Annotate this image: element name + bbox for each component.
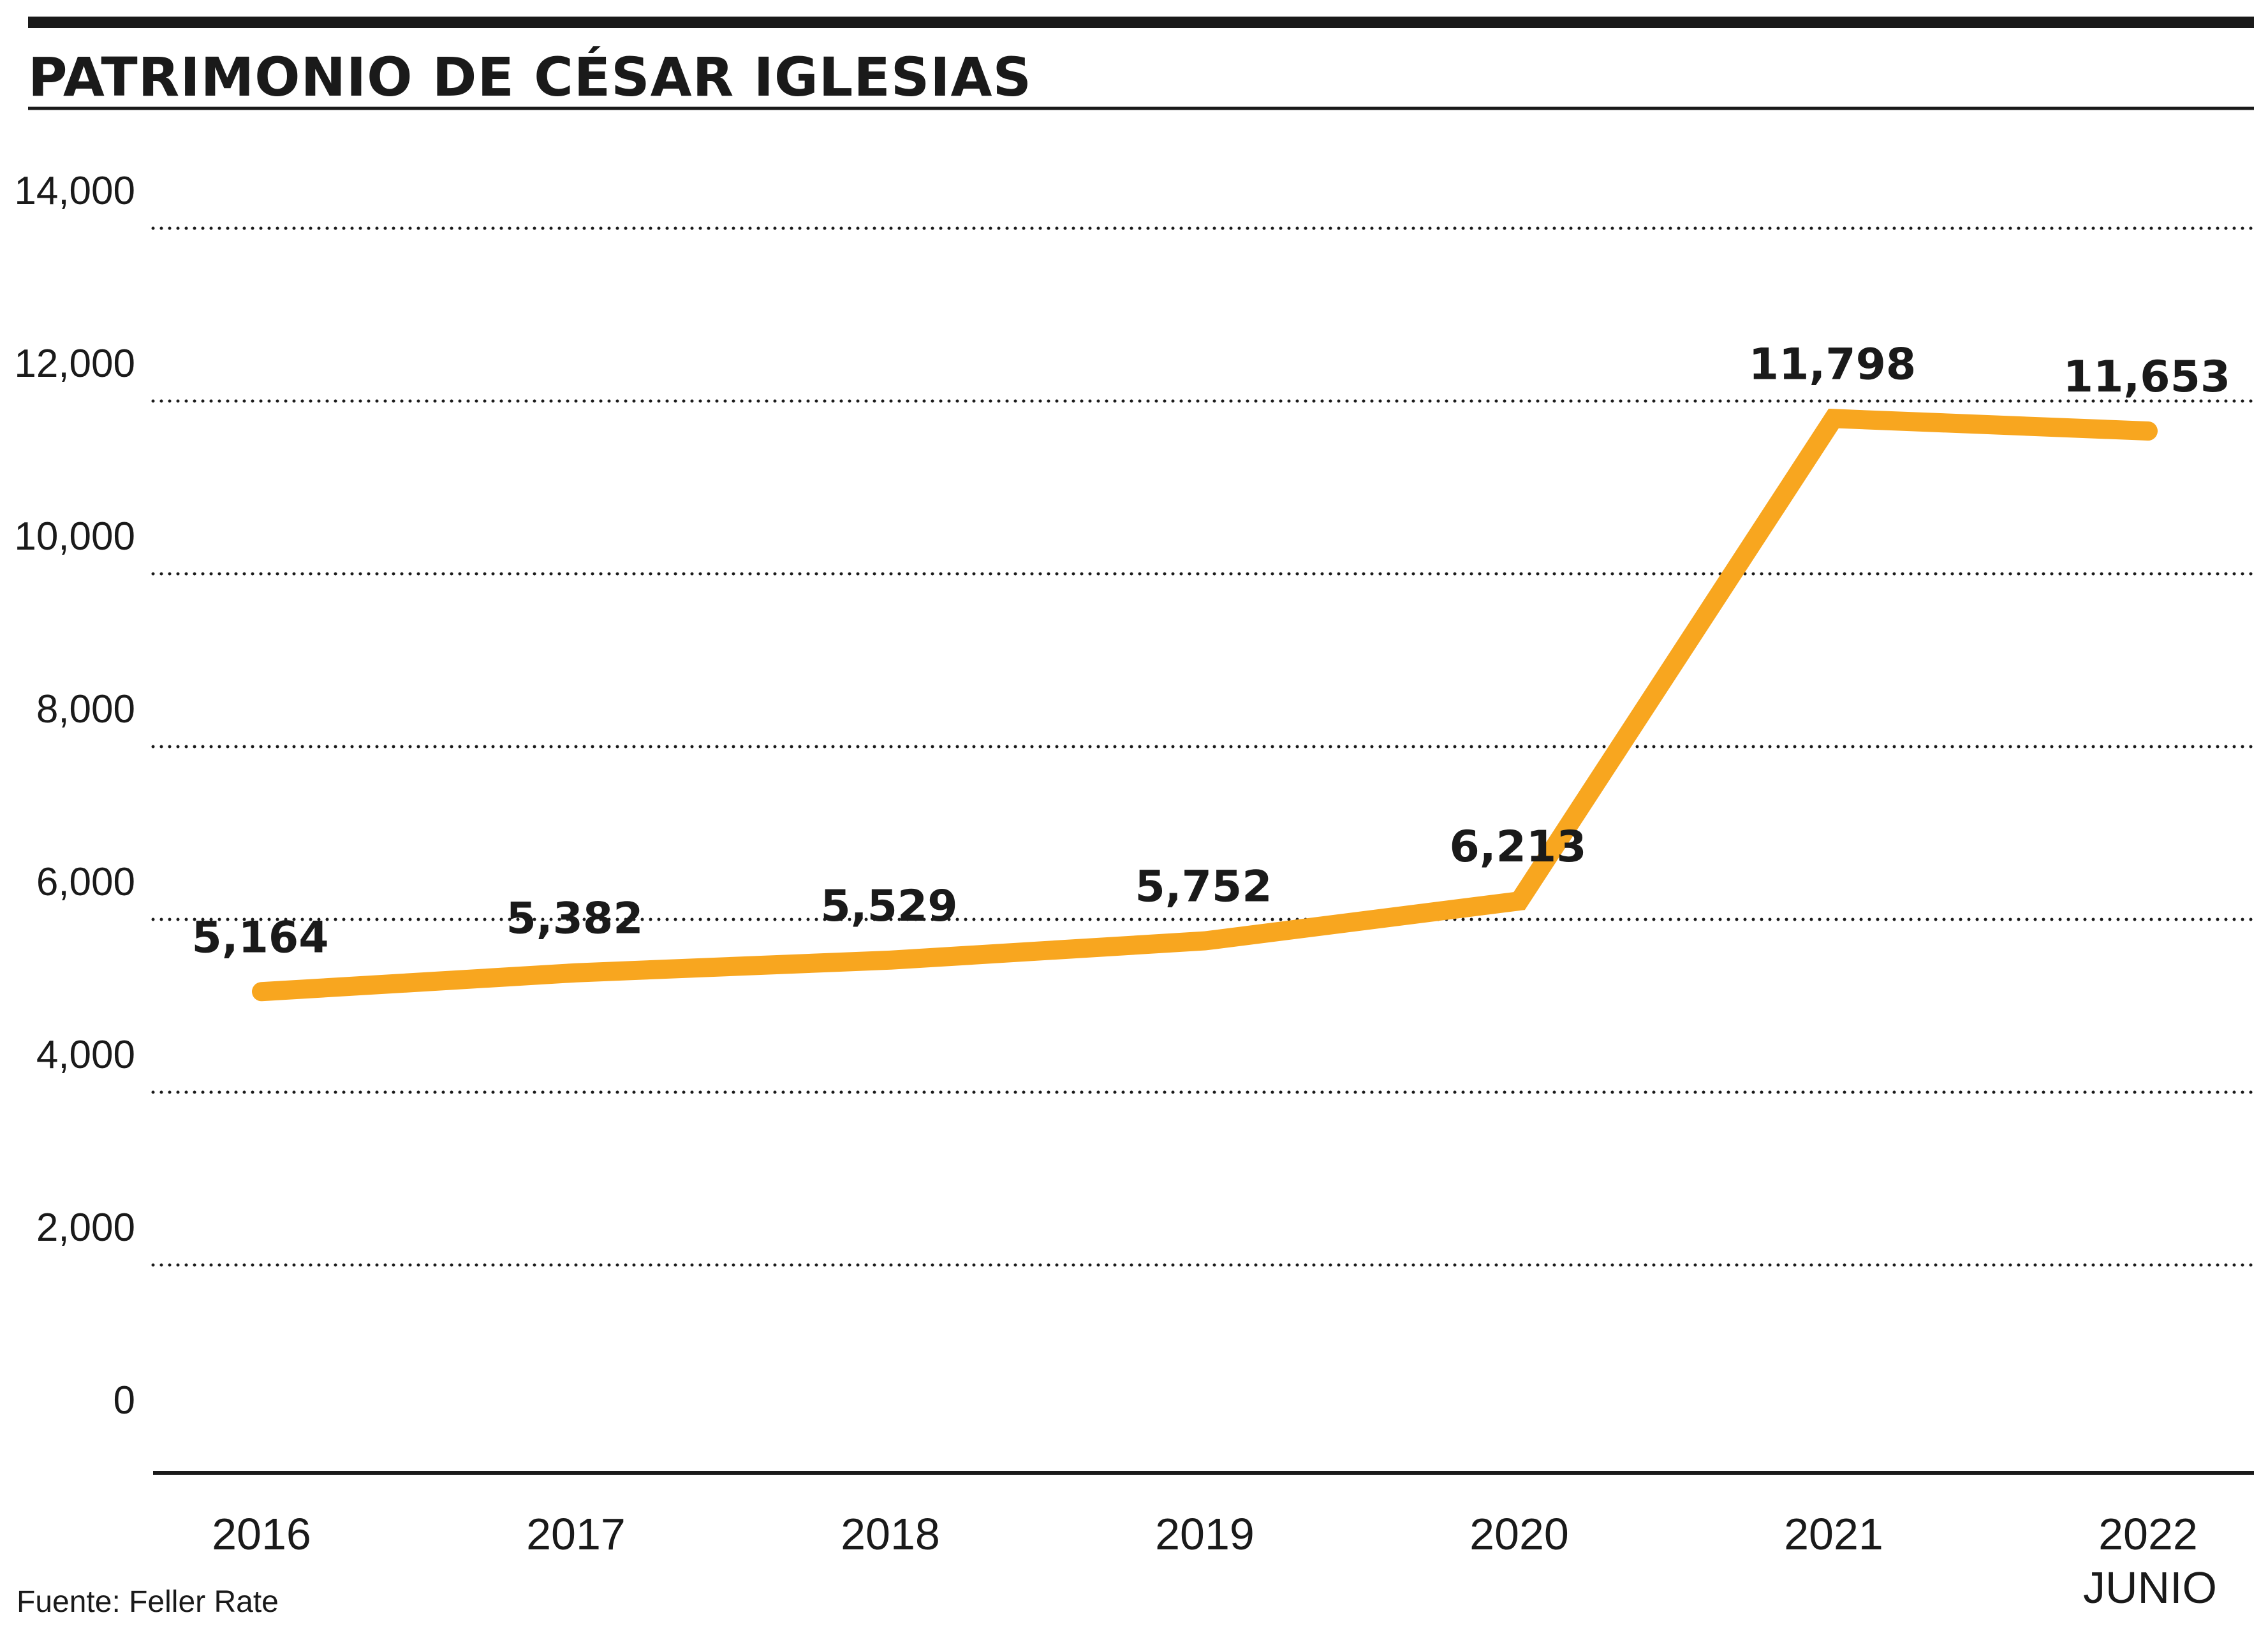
chart-title: PATRIMONIO DE CÉSAR IGLESIAS [28,46,1032,108]
data-point [575,971,577,974]
top-rule [28,17,2254,28]
x-tick-label: 2021 [1784,1509,1883,1559]
data-point [889,958,892,962]
x-tick-label: 2019 [1155,1509,1255,1559]
data-label: 5,529 [820,881,957,932]
y-tick-label: 10,000 [14,515,135,559]
y-tick-label: 2,000 [36,1206,135,1250]
data-point [260,990,263,993]
data-label: 5,382 [506,894,643,944]
data-label: 5,752 [1135,862,1272,912]
y-tick-label: 12,000 [14,342,135,386]
y-axis-ticks: 0 2,000 4,000 6,000 8,000 10,000 12,000 14,000 [14,169,135,1422]
x-tick-label: 2016 [212,1509,311,1559]
source-note: Fuente: Feller Rate [17,1585,279,1619]
x-tick-label: 2020 [1469,1509,1569,1559]
data-label: 5,164 [191,912,328,963]
data-labels: 5,164 5,382 5,529 5,752 6,213 11,798 11,653 [191,339,2230,963]
x-tick-sublabel: JUNIO [2083,1563,2217,1612]
data-point [1832,417,1835,420]
y-tick-label: 14,000 [14,169,135,213]
y-tick-label: 6,000 [36,860,135,904]
y-tick-label: 4,000 [36,1033,135,1077]
y-tick-label: 0 [114,1378,135,1422]
x-tick-label: 2022 [2098,1509,2198,1559]
x-tick-label: 2017 [526,1509,626,1559]
data-label: 6,213 [1449,822,1586,872]
data-label: 11,798 [1749,339,1916,390]
data-point [1518,900,1521,903]
data-point [2147,430,2149,433]
data-point [1204,939,1206,942]
gridlines [151,226,2256,1267]
data-label: 11,653 [2063,352,2230,402]
y-tick-label: 8,000 [36,687,135,731]
series-line-group [252,409,2158,1002]
x-tick-label: 2018 [841,1509,940,1559]
